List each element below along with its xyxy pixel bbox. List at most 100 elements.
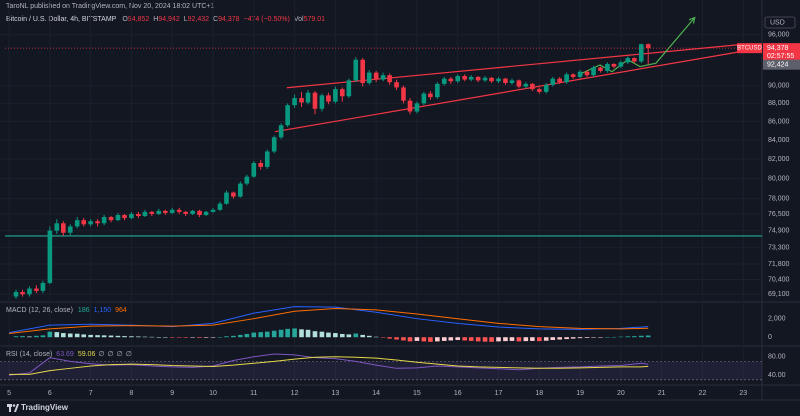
candle-body <box>183 211 188 214</box>
publisher: TaroNL published on TradingView.com, Nov… <box>6 3 214 10</box>
x-tick-label: 22 <box>699 390 707 397</box>
y-tick-label: 0 <box>768 334 772 341</box>
ohlc-value: 94,852 <box>128 16 150 23</box>
candle-body <box>13 291 19 297</box>
candle-body <box>203 211 209 215</box>
candle-body <box>95 221 100 224</box>
symbol-line: Bitcoin / U.S. Dollar, 4h, BITSTAMP O94,8… <box>6 16 325 23</box>
candle-body <box>340 89 345 97</box>
ohlc-label: C <box>213 16 218 23</box>
candle-body <box>122 214 127 219</box>
candle-body <box>509 80 515 84</box>
histogram-bar <box>224 336 229 338</box>
candle-body <box>584 71 590 76</box>
candle-body <box>564 74 569 83</box>
candle-body <box>27 288 32 295</box>
candle-body <box>217 203 223 210</box>
y-tick-label: 74,900 <box>768 227 790 234</box>
histogram-bar <box>598 337 603 338</box>
histogram-bar <box>638 335 644 338</box>
candle-body <box>435 83 440 98</box>
readout: 186 <box>78 307 90 314</box>
readout: 63.69 <box>56 351 74 358</box>
pane-title: RSI (14, close) <box>6 351 52 358</box>
histogram-bar <box>115 335 121 338</box>
histogram-bar <box>210 337 216 338</box>
candle-body <box>115 214 121 221</box>
histogram-bar <box>625 336 631 338</box>
histogram-bar <box>577 337 583 339</box>
histogram-bar <box>244 333 250 338</box>
macd-line <box>9 308 649 335</box>
ohlc-value: 92,432 <box>188 16 210 23</box>
candle-body <box>550 78 556 85</box>
price-tag-label: 92,424 <box>767 62 789 69</box>
y-tick-label: 84,000 <box>768 137 790 144</box>
x-tick-label: 6 <box>48 390 52 397</box>
histogram-bar <box>285 328 290 338</box>
histogram-bar <box>203 337 209 338</box>
candle-body <box>299 98 304 103</box>
histogram-bar <box>88 334 93 338</box>
histogram-bar <box>537 337 542 342</box>
histogram-bar <box>251 332 257 338</box>
y-tick-label: 82,000 <box>768 156 790 163</box>
y-tick-label: 96,000 <box>768 32 790 39</box>
x-tick-label: 7 <box>89 390 93 397</box>
candle-body <box>414 103 420 112</box>
candle-body <box>136 213 141 217</box>
candle-body <box>421 93 427 104</box>
candle-body <box>618 62 624 67</box>
histogram-bar <box>333 333 338 338</box>
histogram-bar <box>278 329 284 338</box>
drawing-line <box>274 51 741 133</box>
candle-body <box>557 78 562 83</box>
candle-body <box>67 226 73 233</box>
histogram-bar <box>101 335 107 338</box>
histogram-bar <box>258 332 264 338</box>
histogram-bar <box>366 335 372 338</box>
histogram-bar <box>183 337 188 338</box>
histogram-bar <box>271 330 277 338</box>
ohlc-value: 94,378 <box>218 16 240 23</box>
x-tick-label: 20 <box>617 390 625 397</box>
candle-body <box>462 76 467 80</box>
candle-body <box>305 92 311 103</box>
candle-body <box>238 183 243 197</box>
candle-body <box>387 75 392 83</box>
currency-box[interactable] <box>764 16 796 29</box>
candle-body <box>373 72 379 80</box>
histogram-bar <box>122 336 127 338</box>
x-tick-label: 19 <box>576 390 584 397</box>
candle-body <box>638 44 644 62</box>
x-tick-label: 9 <box>170 390 174 397</box>
brand: TradingView <box>21 403 69 412</box>
arrow-head <box>688 16 696 24</box>
price-tag <box>763 43 800 62</box>
candle-body <box>468 76 474 80</box>
ohlc-label: H <box>153 16 158 23</box>
symbol: Bitcoin / U.S. Dollar, 4h, BITSTAMP <box>6 16 117 23</box>
histogram-bar <box>489 337 494 342</box>
histogram-bar <box>353 333 359 338</box>
histogram-bar <box>564 337 569 340</box>
histogram-bar <box>162 337 168 338</box>
price-tag <box>763 59 800 70</box>
candle-body <box>47 230 53 283</box>
histogram-bar <box>217 337 223 338</box>
histogram-bar <box>496 337 501 342</box>
candle-body <box>40 282 46 291</box>
histogram-bar <box>387 337 392 339</box>
y-tick-label: 71,800 <box>768 261 790 268</box>
candle-body <box>496 78 501 82</box>
x-tick-label: 23 <box>739 390 747 397</box>
candle-body <box>380 75 386 80</box>
ohlc-value: 94,942 <box>158 16 180 23</box>
rsi-line <box>9 356 649 375</box>
histogram-bar <box>570 337 576 339</box>
candle-body <box>366 72 372 84</box>
candle-body <box>455 76 461 82</box>
histogram-bar <box>346 334 352 338</box>
candle-body <box>591 67 596 76</box>
histogram-bar <box>264 331 270 338</box>
